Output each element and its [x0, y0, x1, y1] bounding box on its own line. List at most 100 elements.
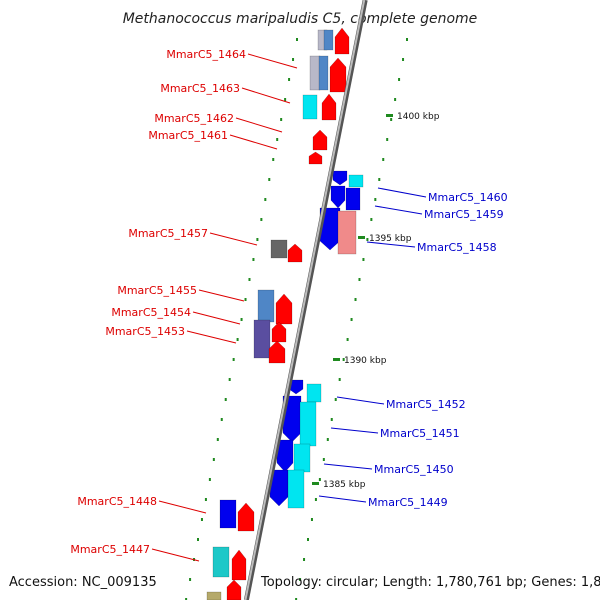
guide-dot — [322, 458, 325, 461]
gene-block[interactable] — [206, 591, 222, 600]
guide-dot — [390, 118, 393, 121]
guide-dot — [402, 58, 405, 61]
guide-dot — [296, 38, 298, 41]
genome-backbone — [243, 0, 368, 600]
gene-leader-left — [229, 134, 278, 150]
guide-dot — [224, 398, 227, 401]
gene-block[interactable] — [306, 383, 322, 403]
gene-label-left[interactable]: MmarC5_1462 — [154, 112, 234, 125]
scale-tick-label: 1385 kbp — [323, 480, 366, 490]
guide-dot — [240, 318, 243, 321]
gene-block[interactable] — [299, 401, 317, 447]
gene-leader-left — [241, 87, 291, 104]
topology-text: Topology: circular; Length: 1,780,761 bp… — [261, 575, 600, 590]
gene-label-left[interactable]: MmarC5_1461 — [148, 129, 228, 142]
guide-dot — [228, 378, 231, 381]
gene-label-left[interactable]: MmarC5_1463 — [160, 82, 240, 95]
gene-block[interactable] — [212, 546, 230, 578]
gene-features — [206, 27, 364, 600]
guide-dot — [260, 218, 263, 221]
gene-block[interactable] — [287, 469, 305, 509]
gene-arrow[interactable] — [334, 27, 350, 55]
gene-block[interactable] — [345, 187, 361, 211]
gene-label-left[interactable]: MmarC5_1457 — [128, 227, 208, 240]
gene-block[interactable] — [337, 210, 357, 255]
gene-arrow[interactable] — [287, 243, 303, 263]
accession-text: Accession: NC_009135 — [9, 575, 157, 590]
gene-label-left[interactable]: MmarC5_1464 — [166, 48, 246, 61]
gene-block[interactable] — [323, 29, 334, 51]
guide-dot — [216, 438, 219, 441]
guide-dot — [185, 598, 188, 600]
guide-dot — [386, 138, 389, 141]
guide-dot — [338, 378, 341, 381]
guide-dot — [264, 198, 267, 201]
guide-dot — [406, 38, 408, 41]
gene-block[interactable] — [257, 289, 275, 323]
gene-label-left[interactable]: MmarC5_1453 — [105, 325, 185, 338]
guide-dot — [295, 598, 298, 600]
gene-label-right[interactable]: MmarC5_1452 — [386, 398, 466, 411]
gene-label-left[interactable]: MmarC5_1448 — [77, 495, 157, 508]
guide-dot — [346, 338, 349, 341]
guide-dot — [330, 418, 333, 421]
guide-dot — [362, 258, 365, 261]
gene-block[interactable] — [348, 174, 364, 188]
gene-arrow[interactable] — [308, 151, 323, 165]
guide-dot — [398, 78, 401, 81]
gene-label-left[interactable]: MmarC5_1455 — [117, 284, 197, 297]
scale-tick-mark — [333, 358, 340, 361]
guide-dot — [232, 358, 235, 361]
gene-arrow[interactable] — [231, 549, 247, 581]
gene-label-right[interactable]: MmarC5_1460 — [428, 191, 508, 204]
scale-tick-mark — [312, 482, 319, 485]
gene-leader-left — [158, 500, 207, 514]
scale-tick-label: 1400 kbp — [397, 112, 440, 122]
gene-block[interactable] — [318, 55, 329, 91]
guide-dot — [212, 458, 215, 461]
gene-arrow[interactable] — [237, 502, 255, 532]
gene-leader-right — [377, 187, 427, 198]
gene-label-right[interactable]: MmarC5_1458 — [417, 241, 497, 254]
guide-dot — [244, 298, 247, 301]
gene-leader-right — [374, 205, 423, 215]
guide-dot — [303, 558, 306, 561]
gene-block[interactable] — [270, 239, 288, 259]
gene-arrow[interactable] — [226, 579, 242, 600]
gene-leader-left — [247, 53, 298, 69]
gene-arrow[interactable] — [330, 185, 346, 209]
gene-label-left[interactable]: MmarC5_1454 — [111, 306, 191, 319]
map-title: Methanococcus maripaludis C5, complete g… — [123, 11, 478, 27]
guide-dot — [314, 498, 317, 501]
gene-block[interactable] — [309, 55, 321, 91]
gene-leader-right — [336, 396, 385, 405]
gene-label-right[interactable]: MmarC5_1451 — [380, 427, 460, 440]
gene-block[interactable] — [293, 443, 311, 473]
gene-arrow[interactable] — [329, 57, 347, 93]
gene-label-right[interactable]: MmarC5_1459 — [424, 208, 504, 221]
gene-leader-left — [209, 232, 258, 246]
guide-dot — [358, 278, 361, 281]
gene-arrow[interactable] — [276, 439, 294, 473]
gene-label-left[interactable]: MmarC5_1447 — [70, 543, 150, 556]
guide-dot — [272, 158, 275, 161]
gene-arrow[interactable] — [268, 340, 286, 364]
gene-arrow[interactable] — [275, 293, 293, 325]
gene-arrow[interactable] — [271, 321, 287, 343]
guide-dot — [268, 178, 271, 181]
scale-ticks: 1400 kbp 1395 kbp 1390 kbp 1385 kbp — [312, 112, 440, 490]
dotted-guides — [185, 38, 408, 600]
guide-dot — [334, 398, 337, 401]
gene-label-right[interactable]: MmarC5_1450 — [374, 463, 454, 476]
gene-block[interactable] — [302, 94, 318, 120]
gene-arrow[interactable] — [332, 170, 348, 186]
guide-dot — [189, 578, 192, 581]
gene-arrow[interactable] — [312, 129, 328, 151]
gene-block[interactable] — [219, 499, 237, 529]
gene-arrow[interactable] — [321, 93, 337, 121]
guide-dot — [299, 578, 302, 581]
gene-label-right[interactable]: MmarC5_1449 — [368, 496, 448, 509]
gene-leader-right — [366, 241, 416, 248]
gene-block[interactable] — [253, 319, 271, 359]
